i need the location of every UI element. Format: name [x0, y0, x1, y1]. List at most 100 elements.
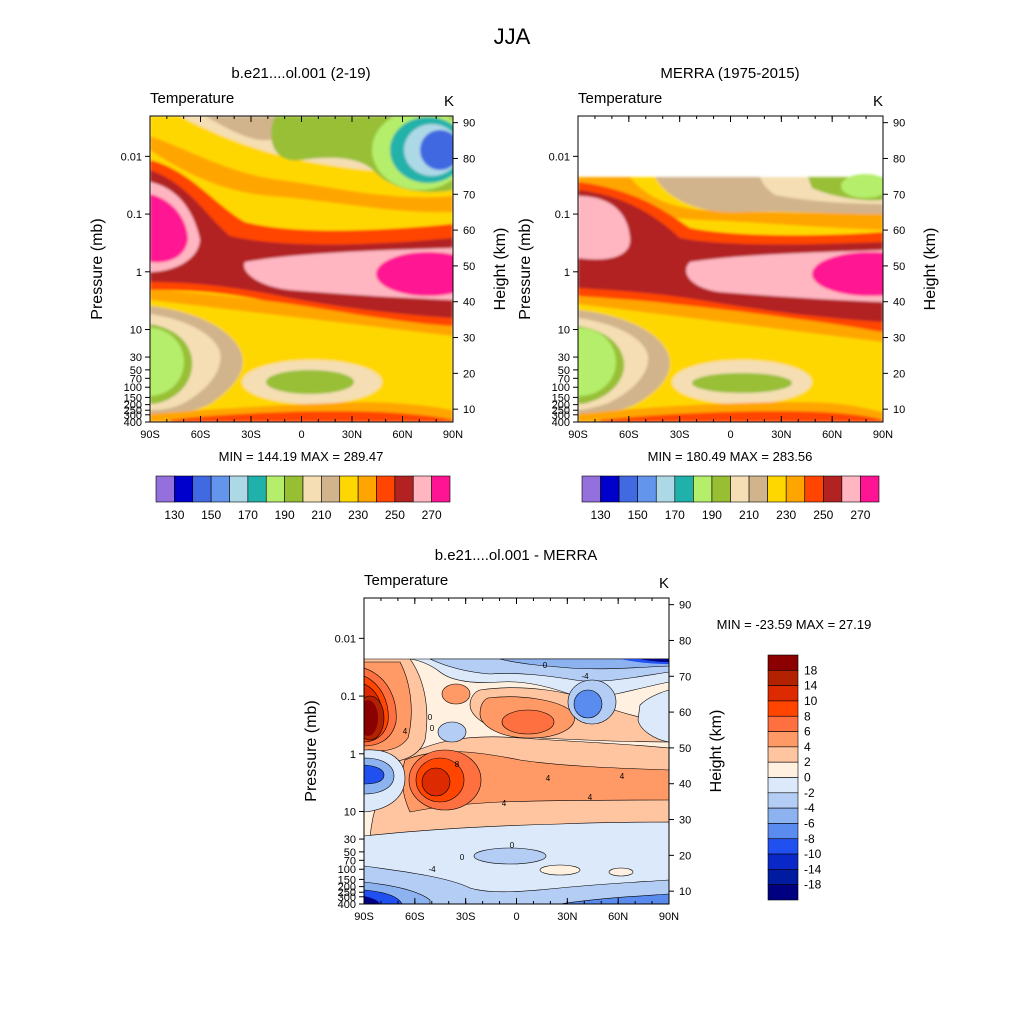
contour-label: 4 — [588, 793, 593, 802]
figure-title: JJA — [494, 24, 531, 49]
pressure-tick-label: 10 — [130, 325, 142, 337]
colorbar-label: -4 — [804, 801, 815, 815]
x-tick-label: 30N — [342, 429, 362, 441]
panel-merra: MERRA (1975-2015) Temperature K — [517, 65, 939, 522]
contour-label: 0 — [543, 661, 548, 670]
height-tick-label: 60 — [893, 225, 905, 237]
colorbar-swatch — [284, 475, 304, 503]
stats-text: MIN = 144.19 MAX = 289.47 — [219, 449, 384, 464]
pressure-tick-label: 70 — [344, 855, 356, 867]
colorbar-label: 230 — [348, 508, 368, 522]
height-tick-label: 70 — [893, 189, 905, 201]
colorbar-label: 230 — [776, 508, 796, 522]
colorbar-swatch — [730, 475, 750, 503]
pressure-tick-label: 70 — [130, 373, 142, 385]
band-fill — [539, 864, 581, 876]
pressure-tick-label: 1 — [350, 749, 356, 761]
band-fill — [150, 194, 188, 263]
pressure-tick-label: 100 — [552, 382, 570, 394]
x-tick-label: 90S — [354, 911, 374, 923]
units-label: K — [444, 93, 454, 110]
colorbar-label: -2 — [804, 786, 815, 800]
colorbar-swatch — [767, 654, 799, 671]
pressure-tick-label: 300 — [338, 892, 356, 904]
contour-field: 4 0 8 4 4 0 -4 4 4 0 0 0 -4 — [364, 658, 669, 904]
stats-text: MIN = -23.59 MAX = 27.19 — [717, 617, 872, 632]
colorbar-swatch — [767, 838, 799, 855]
pressure-tick-label: 50 — [558, 365, 570, 377]
contour-label: 4 — [546, 774, 551, 783]
pressure-tick-label: 400 — [124, 417, 142, 429]
x-tick-label: 0 — [298, 429, 304, 441]
colorbar-swatch — [412, 475, 432, 503]
colorbar: 130 150 170 190 210 230 250 270 — [581, 475, 880, 522]
contour-label: 0 — [510, 841, 515, 850]
colorbar-swatch — [767, 715, 799, 732]
band-fill — [441, 683, 471, 705]
colorbar-label: 250 — [385, 508, 405, 522]
contour-label: 4 — [620, 772, 625, 781]
band-fill — [150, 328, 184, 396]
colorbar-swatch — [767, 670, 799, 686]
band-fill — [364, 865, 669, 904]
y2-axis-label: Height (km) — [708, 710, 725, 793]
colorbar-label: 130 — [591, 508, 611, 522]
contour-labels: 4 0 8 4 4 0 -4 4 4 0 0 0 -4 — [403, 661, 625, 874]
colorbar-swatch — [618, 475, 638, 503]
variable-label: Temperature — [150, 90, 234, 107]
contour-label: 0 — [428, 713, 433, 722]
colorbar-label: 150 — [201, 508, 221, 522]
units-label: K — [659, 575, 669, 592]
pressure-tick-label: 400 — [338, 899, 356, 911]
band-fill — [600, 411, 883, 422]
x-tick-label: 90S — [568, 429, 588, 441]
x-tick-label: 30S — [241, 429, 261, 441]
y-axis-label: Pressure (mb) — [303, 700, 320, 801]
colorbar-label: 170 — [665, 508, 685, 522]
x-tick-label: 90N — [443, 429, 463, 441]
colorbar-swatch — [841, 475, 861, 503]
x-tick-label: 90N — [659, 911, 679, 923]
x-tick-label: 60S — [405, 911, 425, 923]
pressure-tick-label: 1 — [564, 267, 570, 279]
colorbar-swatch — [192, 475, 212, 503]
colorbar-label: -14 — [804, 862, 822, 876]
colorbar-swatch — [210, 475, 230, 503]
x-tick-label: 30S — [670, 429, 690, 441]
colorbar-label: 10 — [804, 694, 818, 708]
x-tick-label: 0 — [513, 911, 519, 923]
colorbar-label: 170 — [238, 508, 258, 522]
band-fill — [692, 373, 792, 393]
colorbar-swatch — [767, 731, 799, 748]
colorbar-swatch — [302, 475, 322, 503]
colorbar-swatch — [357, 475, 377, 503]
pressure-tick-label: 250 — [338, 887, 356, 899]
panel-title: b.e21....ol.001 (2-19) — [231, 65, 370, 82]
contour-field — [150, 116, 453, 422]
contour-label: 0 — [430, 724, 435, 733]
colorbar-label: -6 — [804, 816, 815, 830]
colorbar-swatch — [265, 475, 285, 503]
pressure-tick-label: 150 — [124, 392, 142, 404]
axes: 90S 60S 30S 0 30N 60N 90N0.010.111030507010015… — [89, 116, 509, 441]
contour-label: 0 — [460, 853, 465, 862]
colorbar-swatch — [823, 475, 843, 503]
height-tick-label: 10 — [463, 404, 475, 416]
pressure-tick-label: 200 — [552, 400, 570, 412]
band-fill — [499, 658, 669, 670]
pressure-tick-label: 50 — [344, 847, 356, 859]
contour-label: -4 — [581, 672, 589, 681]
colorbar-swatch — [767, 475, 787, 503]
colorbar-label: 4 — [804, 740, 811, 754]
x-tick-label: 30N — [557, 911, 577, 923]
colorbar-swatch — [637, 475, 657, 503]
pressure-tick-label: 300 — [124, 410, 142, 422]
colorbar-swatch — [767, 761, 799, 778]
band-fill — [364, 764, 385, 785]
colorbar-label: 14 — [804, 679, 818, 693]
missing-data-region — [578, 116, 883, 171]
colorbar-swatch — [376, 475, 396, 503]
y-axis-label: Pressure (mb) — [89, 218, 106, 319]
panel-model: b.e21....ol.001 (2-19) Temperature K — [89, 65, 509, 522]
